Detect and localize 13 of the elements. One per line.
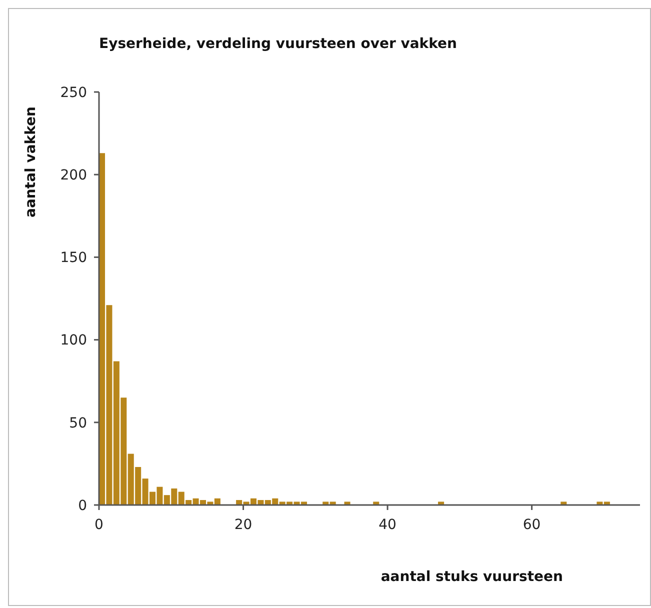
y-tick-label: 200 [60, 168, 87, 184]
chart-title: Eyserheide, verdeling vuursteen over vakken [99, 36, 458, 52]
x-tick-label: 60 [522, 517, 541, 533]
y-tick-label: 100 [60, 332, 87, 349]
x-tick-label: 0 [94, 517, 104, 533]
x-tick-label: 40 [378, 517, 396, 533]
y-tick-label: 50 [69, 415, 87, 432]
y-tick-label: 150 [60, 250, 87, 266]
x-axis-title: aantal stuks vuursteen [380, 569, 563, 585]
y-tick-label: 0 [78, 498, 87, 514]
x-tick-label: 20 [234, 517, 252, 533]
y-axis-title: aantal vakken [23, 106, 39, 218]
y-tick-label: 250 [60, 84, 87, 101]
